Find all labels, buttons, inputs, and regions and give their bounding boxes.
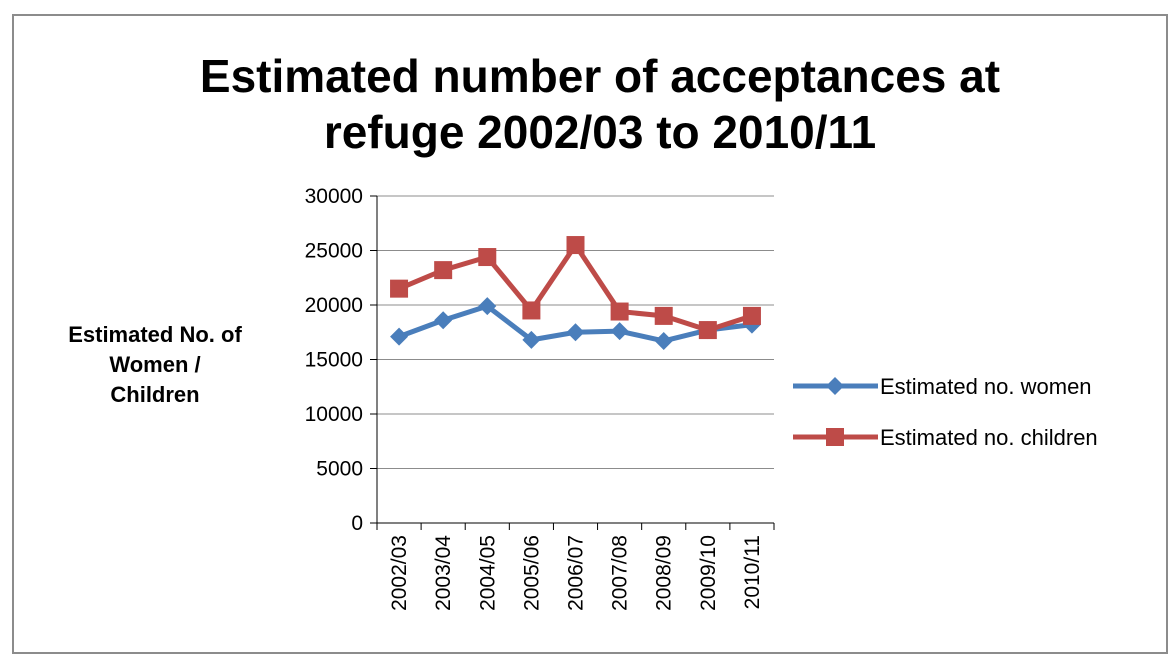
legend-marker-square bbox=[826, 428, 844, 446]
axes bbox=[370, 195, 775, 530]
data-point-square bbox=[478, 248, 497, 267]
x-tick-label: 2010/11 bbox=[741, 535, 764, 609]
x-tick-label: 2007/08 bbox=[609, 535, 632, 611]
x-tick-labels: 2002/03 2003/04 2004/05 2005/06 2006/07 2007/… bbox=[388, 535, 764, 611]
y-axis-label: Estimated No. of Women / Children bbox=[40, 320, 270, 410]
data-point-diamond bbox=[478, 297, 497, 316]
x-tick-label: 2003/04 bbox=[432, 535, 455, 611]
gridlines bbox=[377, 195, 774, 469]
data-point-square bbox=[434, 261, 453, 280]
data-point-diamond bbox=[610, 322, 629, 341]
legend-label: Estimated no. women bbox=[880, 374, 1092, 399]
y-axis-label-line-1: Estimated No. of bbox=[68, 322, 242, 347]
y-axis-label-line-2: Women / bbox=[109, 352, 201, 377]
legend-marker-diamond bbox=[826, 377, 844, 395]
y-tick-label: 10000 bbox=[305, 403, 363, 426]
data-point-square bbox=[654, 306, 673, 325]
legend-entry-women: Estimated no. women bbox=[793, 374, 1092, 399]
x-tick-label: 2004/05 bbox=[476, 535, 499, 611]
data-point-square bbox=[742, 306, 761, 325]
data-point-diamond bbox=[390, 327, 409, 346]
x-tick-label: 2006/07 bbox=[565, 535, 588, 611]
chart-title-line-1: Estimated number of acceptances at bbox=[199, 50, 1001, 102]
chart-title-line-2: refuge 2002/03 to 2010/11 bbox=[323, 106, 877, 158]
x-tick-label: 2005/06 bbox=[520, 535, 543, 611]
series-women bbox=[390, 297, 761, 350]
data-point-square bbox=[698, 321, 717, 340]
y-tick-label: 15000 bbox=[305, 349, 363, 372]
y-tick-label: 5000 bbox=[316, 458, 363, 481]
series-children bbox=[390, 236, 761, 340]
x-tick-label: 2002/03 bbox=[388, 535, 411, 611]
data-point-square bbox=[610, 302, 629, 321]
data-point-square bbox=[390, 279, 409, 298]
data-point-diamond bbox=[654, 331, 673, 350]
chart-title: Estimated number of acceptances at refug… bbox=[150, 48, 1050, 160]
y-tick-label: 20000 bbox=[305, 294, 363, 317]
y-tick-label: 0 bbox=[351, 512, 363, 535]
data-point-diamond bbox=[522, 330, 541, 349]
data-point-diamond bbox=[434, 311, 453, 330]
y-tick-label: 25000 bbox=[305, 240, 363, 263]
legend-label: Estimated no. children bbox=[880, 425, 1098, 450]
y-tick-label: 30000 bbox=[305, 185, 363, 208]
y-tick-labels: 0 5000 10000 15000 20000 25000 30000 bbox=[305, 185, 363, 535]
data-point-square bbox=[566, 236, 585, 255]
data-point-diamond bbox=[566, 323, 585, 342]
legend-entry-children: Estimated no. children bbox=[793, 425, 1098, 450]
legend: Estimated no. women Estimated no. childre… bbox=[793, 374, 1098, 450]
y-axis-label-line-3: Children bbox=[110, 382, 200, 407]
series-group bbox=[390, 236, 761, 350]
x-tick-label: 2008/09 bbox=[653, 535, 676, 611]
x-tick-label: 2009/10 bbox=[697, 535, 720, 611]
data-point-square bbox=[522, 301, 541, 320]
